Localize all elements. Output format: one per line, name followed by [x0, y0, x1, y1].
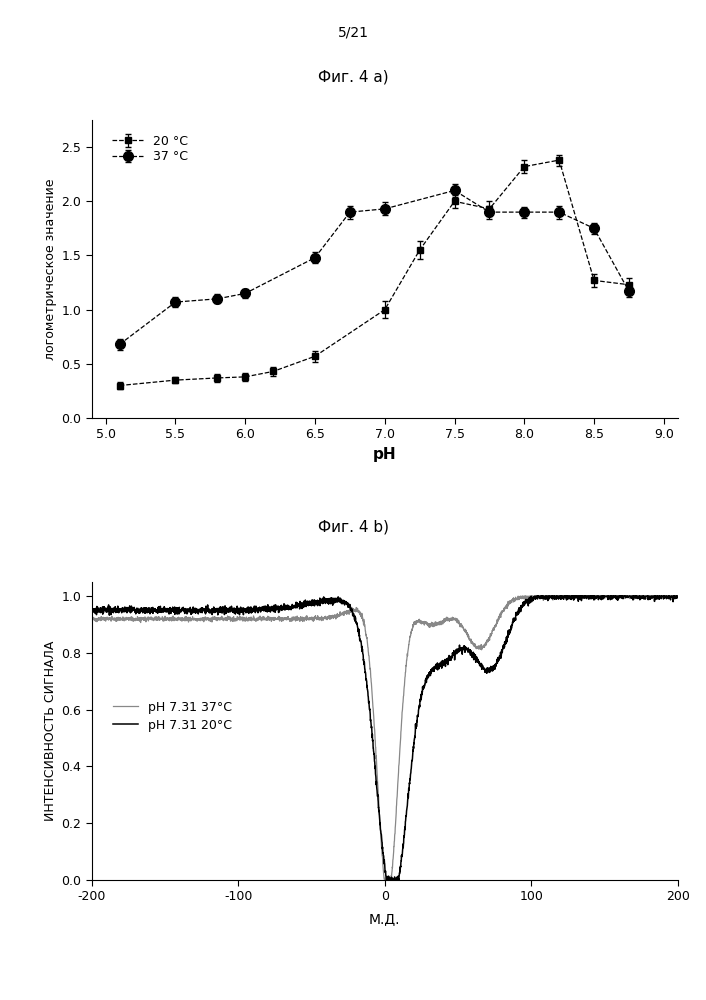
- pH 7.31 20°C: [337, 596, 346, 608]
- pH 7.31 37°C: [312, 613, 321, 625]
- X-axis label: М.Д.: М.Д.: [369, 912, 400, 926]
- pH 7.31 37°C: [155, 611, 163, 623]
- Y-axis label: логометрическое значение: логометрическое значение: [44, 178, 57, 360]
- Text: 5/21: 5/21: [337, 25, 369, 39]
- pH 7.31 20°C: [155, 604, 163, 616]
- pH 7.31 37°C: [674, 592, 682, 604]
- pH 7.31 20°C: [382, 874, 390, 886]
- Text: Фиг. 4 b): Фиг. 4 b): [318, 520, 388, 535]
- pH 7.31 37°C: [381, 874, 389, 886]
- pH 7.31 37°C: [662, 590, 671, 602]
- pH 7.31 37°C: [337, 609, 346, 621]
- Line: pH 7.31 20°C: pH 7.31 20°C: [92, 596, 678, 880]
- Text: Фиг. 4 a): Фиг. 4 a): [318, 70, 388, 85]
- pH 7.31 20°C: [88, 604, 96, 616]
- pH 7.31 20°C: [189, 604, 198, 616]
- pH 7.31 37°C: [599, 590, 608, 602]
- X-axis label: pH: pH: [373, 447, 397, 462]
- pH 7.31 37°C: [514, 590, 522, 602]
- pH 7.31 20°C: [674, 590, 682, 602]
- pH 7.31 20°C: [599, 593, 608, 605]
- pH 7.31 20°C: [662, 591, 671, 603]
- pH 7.31 20°C: [527, 590, 535, 602]
- pH 7.31 37°C: [88, 613, 96, 625]
- Legend: 20 °C, 37 °C: 20 °C, 37 °C: [109, 132, 191, 166]
- pH 7.31 37°C: [189, 614, 198, 626]
- Y-axis label: ИНТЕНСИВНОСТЬ СИГНАЛА: ИНТЕНСИВНОСТЬ СИГНАЛА: [44, 641, 57, 821]
- pH 7.31 20°C: [312, 596, 321, 608]
- Legend: pH 7.31 37°C, pH 7.31 20°C: pH 7.31 37°C, pH 7.31 20°C: [109, 697, 237, 735]
- Line: pH 7.31 37°C: pH 7.31 37°C: [92, 596, 678, 880]
